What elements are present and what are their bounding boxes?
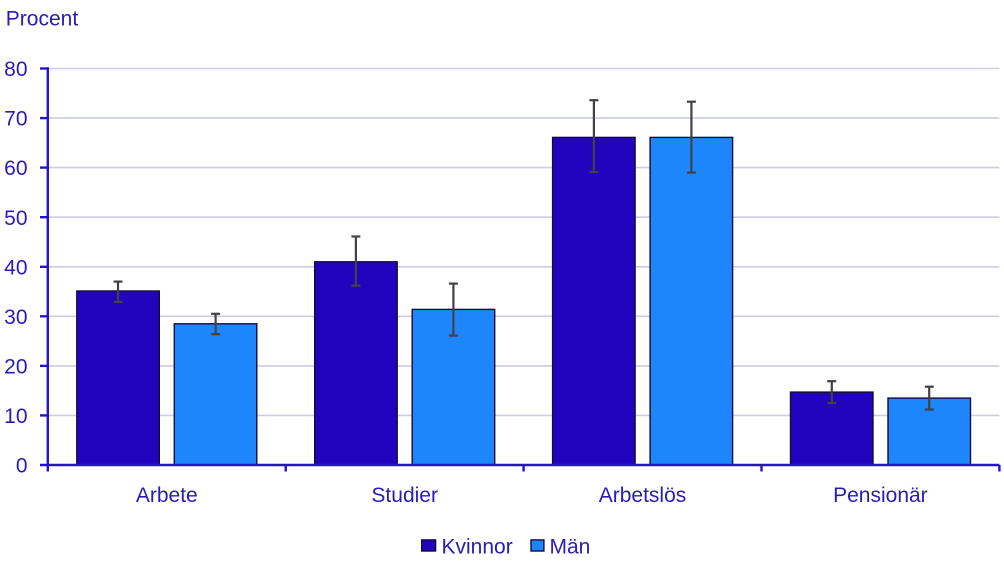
svg-text:Studier: Studier <box>371 484 438 507</box>
svg-text:70: 70 <box>4 108 27 131</box>
svg-text:20: 20 <box>4 356 27 379</box>
svg-text:60: 60 <box>4 157 27 180</box>
svg-text:Kvinnor: Kvinnor <box>442 536 513 559</box>
svg-text:30: 30 <box>4 306 27 329</box>
svg-text:Procent: Procent <box>6 8 79 31</box>
svg-text:Arbete: Arbete <box>136 484 198 507</box>
svg-text:Pensionär: Pensionär <box>833 484 928 507</box>
svg-text:Män: Män <box>550 536 591 559</box>
svg-text:10: 10 <box>4 405 27 428</box>
svg-text:0: 0 <box>16 455 28 478</box>
svg-text:80: 80 <box>4 58 27 81</box>
svg-text:Arbetslös: Arbetslös <box>599 484 687 507</box>
svg-text:40: 40 <box>4 256 27 279</box>
svg-text:50: 50 <box>4 207 27 230</box>
